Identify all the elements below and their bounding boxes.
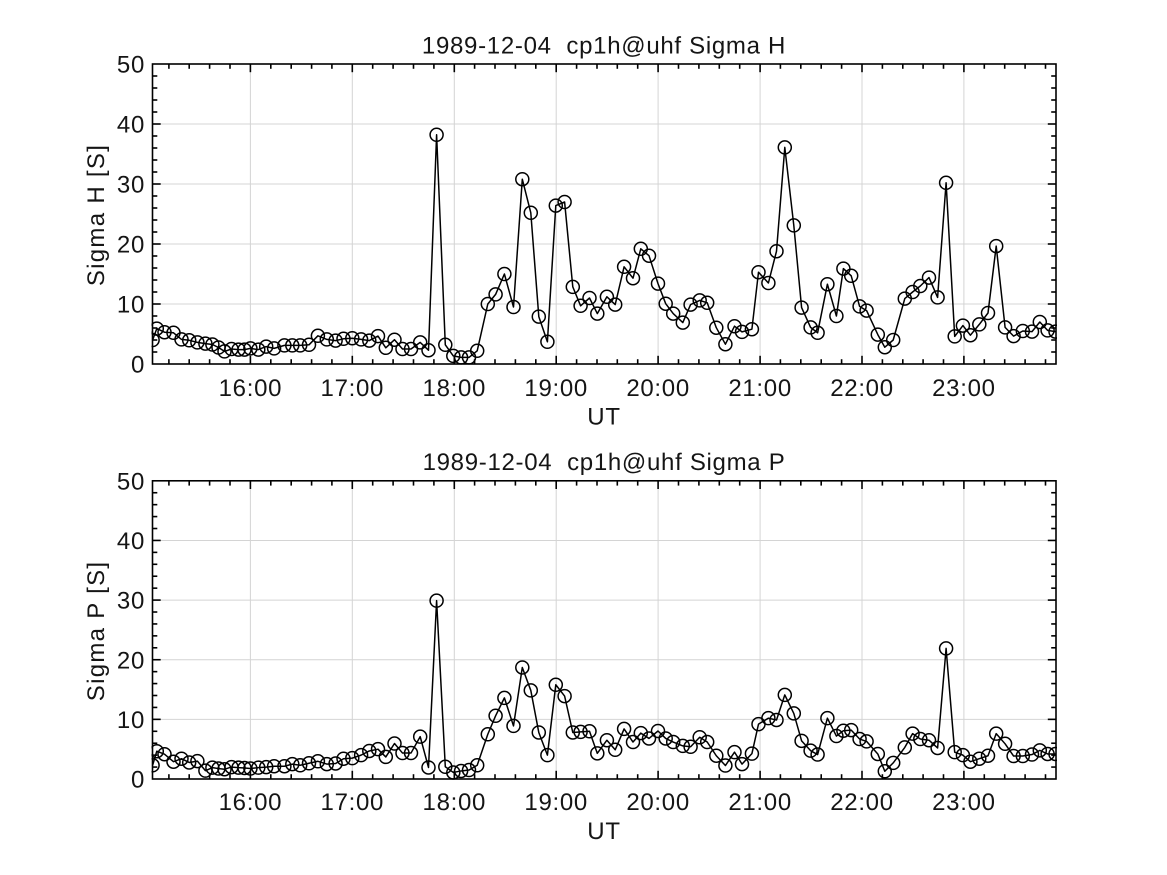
svg-text:10: 10 [117, 707, 145, 734]
svg-text:16:00: 16:00 [219, 789, 283, 816]
svg-text:21:00: 21:00 [728, 789, 792, 816]
svg-text:Sigma P [S]: Sigma P [S] [83, 561, 110, 702]
svg-text:40: 40 [117, 528, 145, 555]
svg-text:18:00: 18:00 [423, 375, 487, 402]
svg-text:18:00: 18:00 [423, 789, 487, 816]
svg-text:19:00: 19:00 [524, 375, 588, 402]
svg-text:UT: UT [587, 404, 620, 431]
svg-text:1989-12-04 cp1h@uhf Sigma P: 1989-12-04 cp1h@uhf Sigma P [423, 449, 786, 476]
svg-text:30: 30 [117, 172, 145, 199]
svg-text:22:00: 22:00 [830, 375, 894, 402]
svg-text:0: 0 [131, 767, 145, 794]
svg-text:17:00: 17:00 [321, 789, 385, 816]
svg-text:21:00: 21:00 [728, 375, 792, 402]
svg-text:17:00: 17:00 [321, 375, 385, 402]
svg-text:50: 50 [117, 468, 145, 495]
svg-text:20:00: 20:00 [626, 375, 690, 402]
svg-text:20: 20 [117, 647, 145, 674]
svg-text:1989-12-04 cp1h@uhf Sigma H: 1989-12-04 cp1h@uhf Sigma H [422, 32, 786, 59]
svg-text:23:00: 23:00 [932, 375, 996, 402]
svg-text:0: 0 [131, 352, 145, 379]
svg-text:20:00: 20:00 [626, 789, 690, 816]
svg-text:20: 20 [117, 232, 145, 259]
svg-text:10: 10 [117, 292, 145, 319]
svg-text:16:00: 16:00 [219, 375, 283, 402]
svg-text:UT: UT [587, 818, 620, 845]
svg-text:50: 50 [117, 52, 145, 79]
svg-text:19:00: 19:00 [524, 789, 588, 816]
svg-text:Sigma H [S]: Sigma H [S] [83, 144, 110, 286]
svg-text:22:00: 22:00 [830, 789, 894, 816]
svg-text:23:00: 23:00 [932, 789, 996, 816]
svg-text:30: 30 [117, 588, 145, 615]
svg-text:40: 40 [117, 112, 145, 139]
